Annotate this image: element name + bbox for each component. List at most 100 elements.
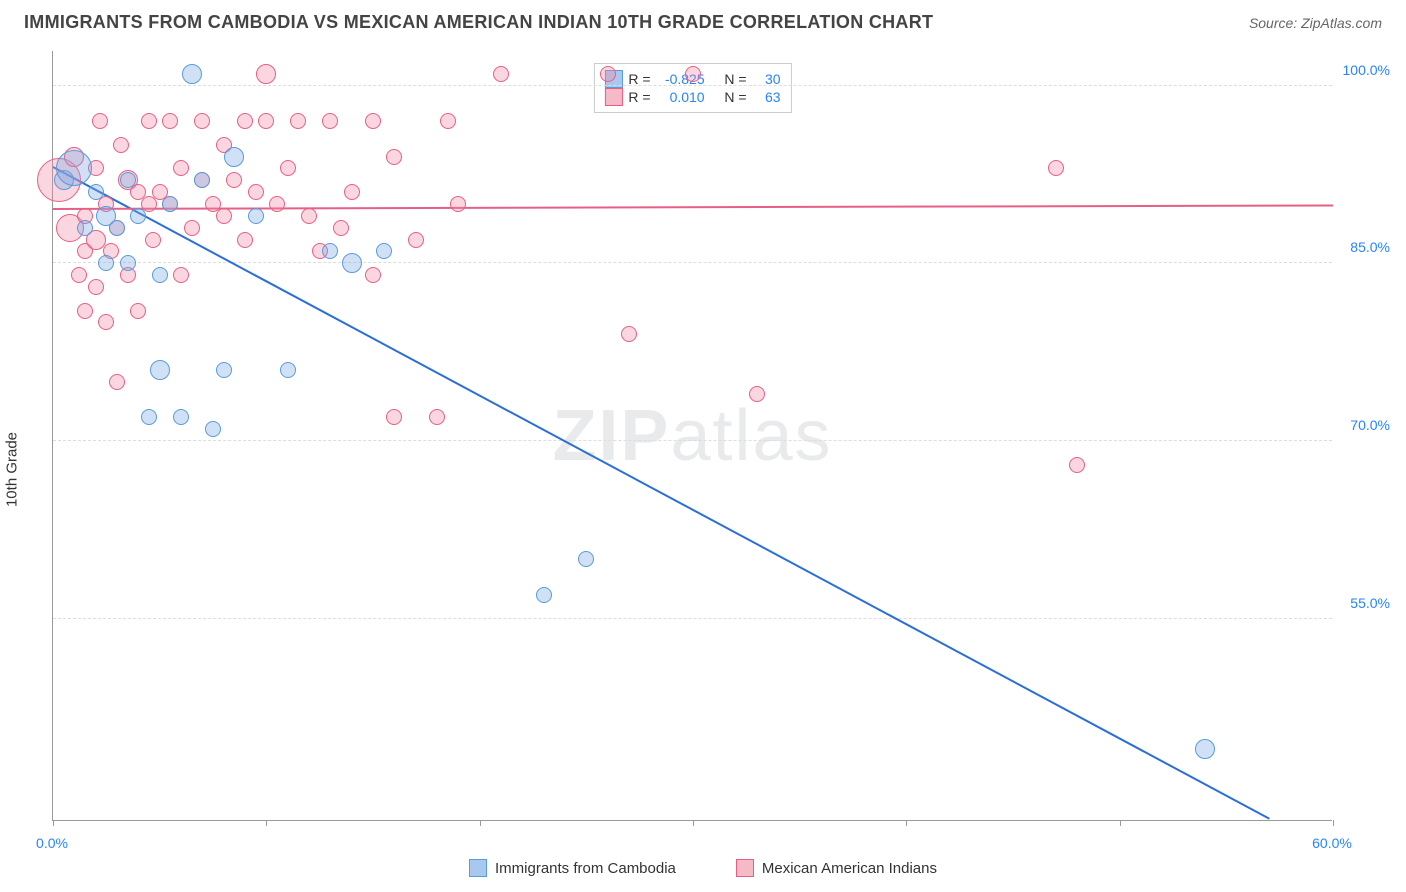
data-point-mexican — [493, 66, 509, 82]
data-point-mexican — [333, 220, 349, 236]
regression-line-mexican — [53, 204, 1333, 210]
data-point-cambodia — [152, 267, 168, 283]
bottom-legend: Immigrants from Cambodia Mexican American… — [0, 859, 1406, 877]
data-point-cambodia — [536, 587, 552, 603]
data-point-mexican — [621, 326, 637, 342]
x-tick — [1333, 820, 1334, 826]
data-point-cambodia — [141, 409, 157, 425]
data-point-mexican — [92, 113, 108, 129]
data-point-mexican — [365, 113, 381, 129]
y-tick-label: 55.0% — [1350, 595, 1390, 611]
legend-swatch — [469, 859, 487, 877]
y-tick-label: 100.0% — [1343, 62, 1390, 78]
data-point-cambodia — [248, 208, 264, 224]
chart-area: 10th Grade ZIPatlas R =-0.825 N =30R =0.… — [0, 41, 1406, 881]
data-point-cambodia — [224, 147, 244, 167]
data-point-cambodia — [120, 255, 136, 271]
r-value: 0.010 — [657, 89, 705, 105]
r-label: R = — [628, 89, 650, 105]
data-point-mexican — [141, 113, 157, 129]
x-tick — [480, 820, 481, 826]
x-tick-label: 60.0% — [1312, 835, 1352, 851]
data-point-cambodia — [120, 172, 136, 188]
legend-swatch — [736, 859, 754, 877]
grid-line — [53, 262, 1332, 263]
chart-title: IMMIGRANTS FROM CAMBODIA VS MEXICAN AMER… — [24, 12, 933, 33]
data-point-cambodia — [130, 208, 146, 224]
data-point-mexican — [162, 113, 178, 129]
data-point-mexican — [248, 184, 264, 200]
data-point-mexican — [301, 208, 317, 224]
plot-region: ZIPatlas R =-0.825 N =30R =0.010 N =63 5… — [52, 51, 1332, 821]
x-tick — [53, 820, 54, 826]
x-tick-label: 0.0% — [36, 835, 68, 851]
grid-line — [53, 440, 1332, 441]
data-point-mexican — [237, 113, 253, 129]
data-point-mexican — [386, 409, 402, 425]
data-point-cambodia — [1195, 739, 1215, 759]
data-point-cambodia — [578, 551, 594, 567]
data-point-mexican — [226, 172, 242, 188]
watermark: ZIPatlas — [552, 395, 832, 477]
legend-item: Mexican American Indians — [736, 859, 937, 877]
data-point-cambodia — [280, 362, 296, 378]
data-point-mexican — [1048, 160, 1064, 176]
data-point-mexican — [77, 303, 93, 319]
data-point-cambodia — [342, 253, 362, 273]
data-point-mexican — [290, 113, 306, 129]
data-point-mexican — [408, 232, 424, 248]
data-point-mexican — [194, 113, 210, 129]
data-point-cambodia — [322, 243, 338, 259]
stats-legend-row: R = 0.010 N = 63 — [604, 88, 780, 106]
data-point-mexican — [365, 267, 381, 283]
regression-line-cambodia — [53, 167, 1270, 820]
x-tick — [906, 820, 907, 826]
data-point-mexican — [173, 267, 189, 283]
data-point-mexican — [685, 66, 701, 82]
data-point-mexican — [98, 314, 114, 330]
legend-swatch — [604, 88, 622, 106]
data-point-mexican — [130, 303, 146, 319]
data-point-mexican — [237, 232, 253, 248]
y-axis-label: 10th Grade — [4, 432, 21, 507]
grid-line — [53, 85, 1332, 86]
data-point-mexican — [280, 160, 296, 176]
data-point-mexican — [386, 149, 402, 165]
data-point-cambodia — [194, 172, 210, 188]
data-point-cambodia — [109, 220, 125, 236]
data-point-cambodia — [205, 421, 221, 437]
data-point-mexican — [256, 64, 276, 84]
x-tick — [266, 820, 267, 826]
data-point-mexican — [113, 137, 129, 153]
data-point-mexican — [344, 184, 360, 200]
chart-source: Source: ZipAtlas.com — [1249, 15, 1382, 31]
data-point-mexican — [109, 374, 125, 390]
x-tick — [1120, 820, 1121, 826]
data-point-mexican — [322, 113, 338, 129]
data-point-mexican — [600, 66, 616, 82]
data-point-mexican — [429, 409, 445, 425]
n-value: 63 — [753, 89, 781, 105]
data-point-mexican — [184, 220, 200, 236]
data-point-mexican — [145, 232, 161, 248]
y-tick-label: 70.0% — [1350, 417, 1390, 433]
y-tick-label: 85.0% — [1350, 239, 1390, 255]
data-point-mexican — [269, 196, 285, 212]
data-point-cambodia — [173, 409, 189, 425]
data-point-cambodia — [98, 255, 114, 271]
grid-line — [53, 618, 1332, 619]
data-point-mexican — [173, 160, 189, 176]
data-point-mexican — [450, 196, 466, 212]
data-point-mexican — [71, 267, 87, 283]
data-point-cambodia — [77, 220, 93, 236]
legend-label: Mexican American Indians — [762, 860, 937, 877]
data-point-mexican — [440, 113, 456, 129]
data-point-cambodia — [162, 196, 178, 212]
n-label: N = — [724, 89, 746, 105]
data-point-cambodia — [150, 360, 170, 380]
data-point-cambodia — [376, 243, 392, 259]
data-point-cambodia — [56, 150, 92, 186]
data-point-cambodia — [88, 184, 104, 200]
legend-item: Immigrants from Cambodia — [469, 859, 676, 877]
x-tick — [693, 820, 694, 826]
